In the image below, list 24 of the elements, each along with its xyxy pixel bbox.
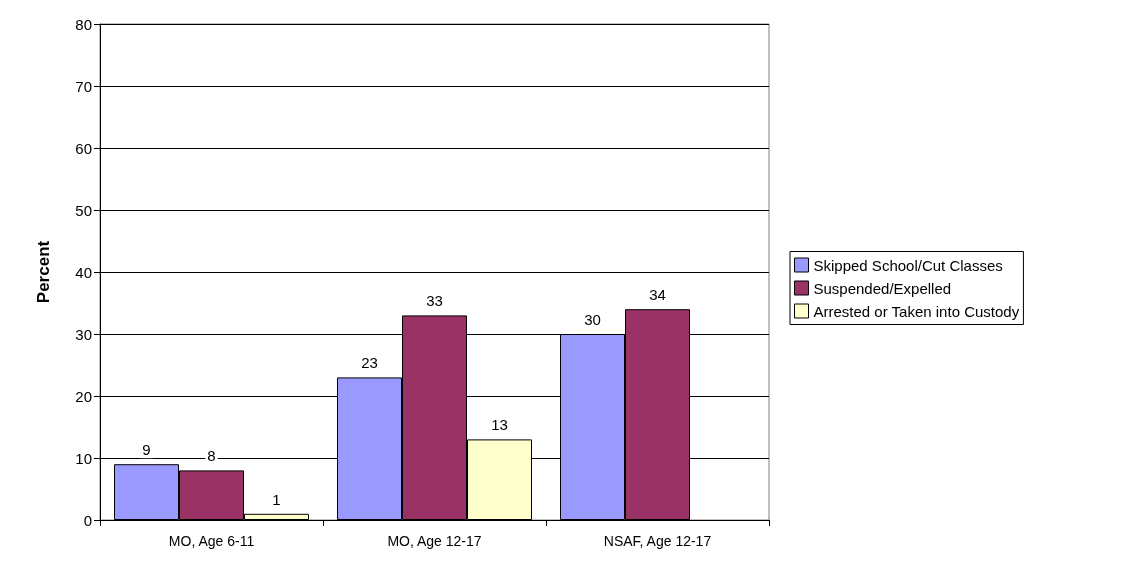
x-tick-label: MO, Age 6-11 [168,533,255,549]
x-tick-label: NSAF, Age 12-17 [603,533,712,549]
data-label: 30 [584,311,601,328]
legend-label: Arrested or Taken into Custody [813,302,1020,320]
y-tick-label: 80 [75,15,92,33]
y-tick-label: 30 [75,325,92,343]
y-tick-label: 50 [75,201,92,219]
data-label: 1 [272,490,281,508]
y-tick-label: 60 [75,139,92,157]
y-tick-label: 40 [75,263,92,281]
data-label: 34 [649,286,666,304]
data-label: 9 [142,441,151,459]
data-label: 33 [426,292,443,310]
y-tick-label: 20 [75,387,92,405]
y-axis-title: Percent [34,240,53,304]
y-tick-label: 0 [83,511,92,529]
x-tick-label: MO, Age 12-17 [387,533,482,549]
legend-label: Skipped School/Cut Classes [813,256,1003,274]
y-tick-label: 10 [75,449,92,467]
legend-label: Suspended/Expelled [813,279,952,297]
data-label: 13 [491,416,508,434]
data-label: 23 [361,354,378,372]
data-label: 8 [207,447,216,465]
y-tick-label: 70 [75,77,92,95]
